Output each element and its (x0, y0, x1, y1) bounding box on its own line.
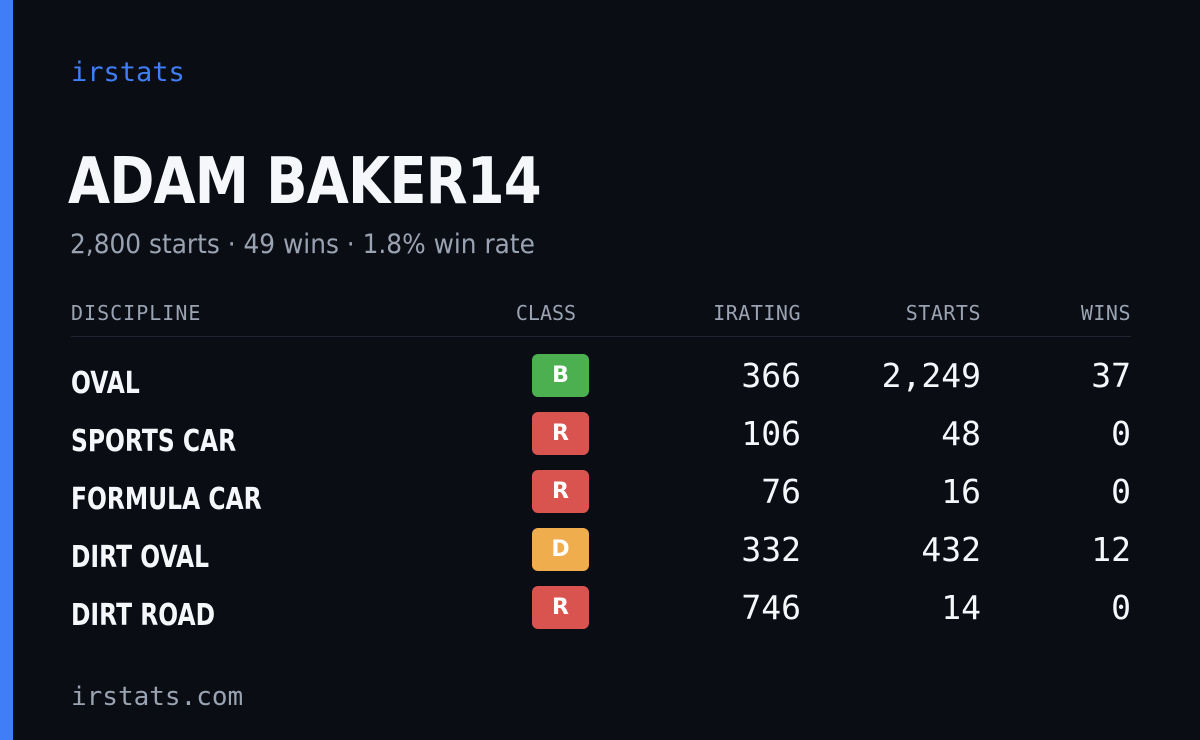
table-body: OVAL B 366 2,249 37 SPORTS CAR R 106 48 … (71, 354, 1131, 644)
discipline-name: SPORTS CAR (71, 424, 237, 459)
irating-value: 76 (761, 472, 801, 511)
discipline-name: DIRT ROAD (71, 598, 216, 633)
footer-url: irstats.com (71, 682, 244, 712)
wins-value: 37 (1091, 356, 1131, 395)
wins-value: 0 (1111, 588, 1131, 627)
wins-value: 0 (1111, 472, 1131, 511)
driver-name: ADAM BAKER14 (68, 145, 542, 219)
discipline-stats-table: DISCIPLINE CLASS IRATING STARTS WINS OVA… (71, 296, 1131, 644)
starts-value: 16 (941, 472, 981, 511)
class-badge: R (532, 470, 589, 513)
discipline-name: OVAL (71, 366, 140, 401)
wins-value: 0 (1111, 414, 1131, 453)
starts-value: 14 (941, 588, 981, 627)
class-badge: R (532, 412, 589, 455)
class-badge: R (532, 586, 589, 629)
brand-logo-text: irstats (71, 57, 185, 88)
class-badge: D (532, 528, 589, 571)
starts-value: 2,249 (881, 356, 981, 395)
class-badge: B (532, 354, 589, 397)
starts-value: 432 (921, 530, 981, 569)
starts-value: 48 (941, 414, 981, 453)
irating-value: 746 (741, 588, 801, 627)
irating-value: 106 (741, 414, 801, 453)
header-class: CLASS (515, 301, 577, 325)
discipline-name: DIRT OVAL (71, 540, 210, 575)
header-wins: WINS (1080, 301, 1131, 325)
table-header: DISCIPLINE CLASS IRATING STARTS WINS (71, 296, 1131, 337)
table-row: FORMULA CAR R 76 16 0 (71, 470, 1131, 528)
accent-bar (0, 0, 13, 740)
irating-value: 332 (741, 530, 801, 569)
header-discipline: DISCIPLINE (71, 301, 202, 325)
table-row: DIRT OVAL D 332 432 12 (71, 528, 1131, 586)
header-irating: IRATING (713, 301, 801, 325)
wins-value: 12 (1091, 530, 1131, 569)
irating-value: 366 (741, 356, 801, 395)
table-row: OVAL B 366 2,249 37 (71, 354, 1131, 412)
table-row: DIRT ROAD R 746 14 0 (71, 586, 1131, 644)
table-row: SPORTS CAR R 106 48 0 (71, 412, 1131, 470)
header-starts: STARTS (905, 301, 981, 325)
discipline-name: FORMULA CAR (71, 482, 262, 517)
driver-summary: 2,800 starts · 49 wins · 1.8% win rate (70, 229, 535, 260)
